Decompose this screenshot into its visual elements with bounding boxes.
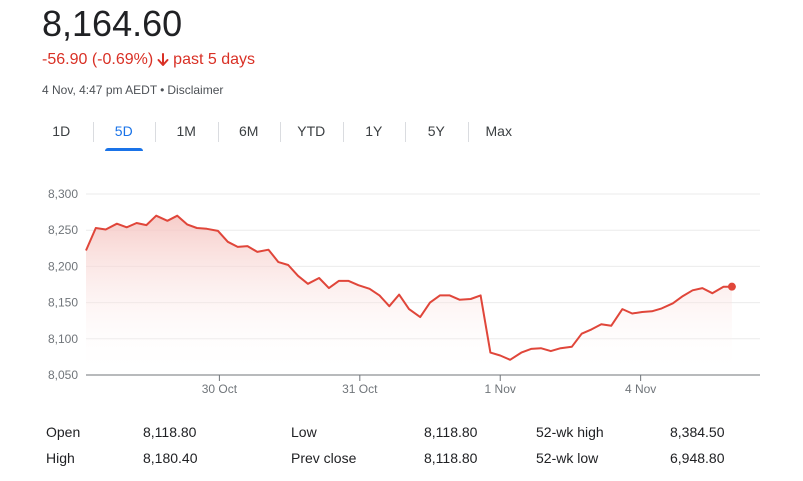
tab-5d[interactable]: 5D — [92, 118, 156, 151]
x-axis-ticks: 30 Oct 31 Oct 1 Nov 4 Nov — [202, 375, 656, 396]
stat-value-high: 8,180.40 — [143, 450, 198, 466]
y-tick-label: 8,100 — [48, 332, 78, 346]
y-axis-labels: 8,300 8,250 8,200 8,150 8,100 8,050 — [48, 187, 78, 382]
arrow-down-icon — [157, 53, 169, 66]
last-price-marker — [727, 282, 736, 291]
tab-5y[interactable]: 5Y — [405, 118, 468, 148]
stat-label-prev-close: Prev close — [291, 450, 357, 466]
tab-1d[interactable]: 1D — [52, 123, 71, 139]
price-change: -56.90 (-0.69%) past 5 days — [42, 50, 255, 70]
y-tick-label: 8,050 — [48, 368, 78, 382]
current-price: 8,164.60 — [42, 3, 183, 44]
disclaimer-link[interactable]: Disclaimer — [167, 83, 224, 97]
stat-label-52wk-high: 52-wk high — [536, 424, 604, 440]
x-tick-label: 1 Nov — [485, 382, 516, 396]
stat-value-52wk-low: 6,948.80 — [670, 450, 725, 466]
stat-value-low: 8,118.80 — [424, 424, 478, 440]
stats-row-2: High 8,180.40 Prev close 8,118.80 52-wk … — [46, 448, 746, 474]
stats-row-1: Open 8,118.80 Low 8,118.80 52-wk high 8,… — [46, 422, 746, 448]
stat-value-open: 8,118.80 — [143, 424, 197, 440]
price-line — [85, 214, 732, 361]
y-tick-label: 8,200 — [48, 259, 78, 273]
change-value: -56.90 (-0.69%) — [42, 51, 154, 68]
tab-max[interactable]: Max — [467, 118, 531, 148]
x-tick-label: 4 Nov — [625, 382, 656, 396]
tab-6m[interactable]: 6M — [217, 118, 281, 148]
stat-label-open: Open — [46, 424, 81, 440]
tab-ytd[interactable]: YTD — [280, 118, 343, 148]
meta-separator: • — [160, 83, 165, 97]
stat-label-low: Low — [291, 424, 317, 440]
tab-1m[interactable]: 1M — [155, 118, 218, 148]
quote-meta: 4 Nov, 4:47 pm AEDT • Disclaimer — [42, 82, 223, 98]
y-tick-label: 8,250 — [48, 223, 78, 237]
quote-stats: Open 8,118.80 Low 8,118.80 52-wk high 8,… — [46, 422, 746, 474]
stat-label-high: High — [46, 450, 75, 466]
change-period: past 5 days — [173, 51, 255, 68]
tab-1y[interactable]: 1Y — [342, 118, 406, 148]
range-tabs: 1D 5D 1M 6M YTD 1Y 5Y Max — [30, 118, 531, 151]
stat-value-52wk-high: 8,384.50 — [670, 424, 725, 440]
stat-value-prev-close: 8,118.80 — [424, 450, 478, 466]
y-tick-label: 8,150 — [48, 296, 78, 310]
y-tick-label: 8,300 — [48, 187, 78, 201]
price-chart[interactable]: 8,300 8,250 8,200 8,150 8,100 8,050 30 Oct 31 … — [0, 170, 803, 400]
timestamp: 4 Nov, 4:47 pm AEDT — [42, 83, 158, 97]
x-tick-label: 31 Oct — [342, 382, 378, 396]
stat-label-52wk-low: 52-wk low — [536, 450, 599, 466]
x-tick-label: 30 Oct — [202, 382, 238, 396]
price-area — [86, 215, 732, 375]
